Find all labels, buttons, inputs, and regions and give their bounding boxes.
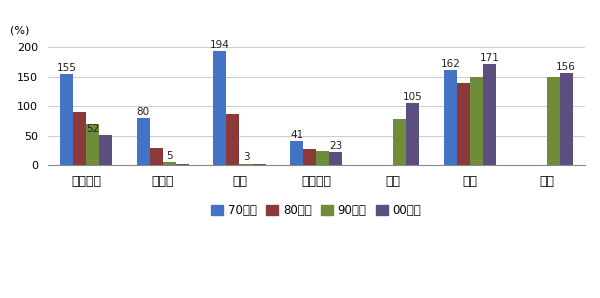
Bar xyxy=(253,164,266,165)
Bar xyxy=(239,164,253,165)
Text: 194: 194 xyxy=(210,40,230,50)
Bar xyxy=(406,103,419,165)
Text: 80: 80 xyxy=(137,107,150,117)
Legend: 70年代, 80年代, 90年代, 00年代: 70年代, 80年代, 90年代, 00年代 xyxy=(207,199,426,222)
Bar xyxy=(73,112,86,165)
Text: 156: 156 xyxy=(556,62,576,72)
Text: 155: 155 xyxy=(56,63,76,73)
Bar xyxy=(547,77,560,165)
Bar xyxy=(444,70,457,165)
Text: 5: 5 xyxy=(166,151,173,161)
Bar xyxy=(137,118,149,165)
Bar xyxy=(329,152,343,165)
Bar xyxy=(176,164,189,165)
Text: 41: 41 xyxy=(290,130,304,140)
Bar xyxy=(303,149,316,165)
Bar xyxy=(149,148,163,165)
Text: (%): (%) xyxy=(10,26,29,36)
Bar xyxy=(560,73,573,165)
Bar xyxy=(99,135,112,165)
Bar xyxy=(60,74,73,165)
Bar xyxy=(316,151,329,165)
Text: 171: 171 xyxy=(479,53,499,63)
Text: 52: 52 xyxy=(86,124,99,134)
Bar xyxy=(163,162,176,165)
Bar xyxy=(290,141,303,165)
Bar xyxy=(226,114,239,165)
Bar xyxy=(86,124,99,165)
Text: 162: 162 xyxy=(440,59,460,69)
Bar xyxy=(457,83,470,165)
Text: 3: 3 xyxy=(243,153,250,162)
Bar xyxy=(470,77,483,165)
Bar xyxy=(483,64,496,165)
Bar xyxy=(393,119,406,165)
Text: 23: 23 xyxy=(329,141,343,151)
Bar xyxy=(214,51,226,165)
Text: 105: 105 xyxy=(403,92,422,102)
